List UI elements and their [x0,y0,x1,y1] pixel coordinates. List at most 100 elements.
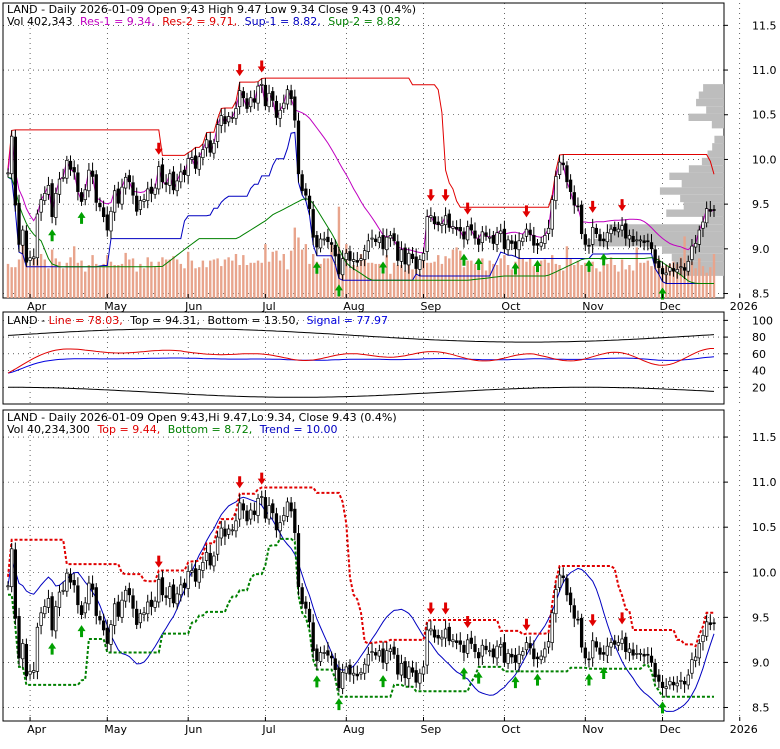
volume-bar [356,266,359,298]
channel-y-tick-label: 9.5 [752,611,770,624]
channel-candle-body [197,569,201,583]
volume-bar [565,246,569,298]
volume-bar [128,259,131,298]
osc-y-tick-label: 60 [752,348,766,361]
volume-bar [591,261,594,298]
channel-up-arrow [474,671,483,684]
osc-bottom-band [8,386,715,398]
volume-bar [484,270,488,298]
channel-candle-body [708,622,712,625]
price-candle-body [649,242,654,250]
channel-down-arrow [463,616,472,629]
channel-candle-body [528,643,532,649]
volume-bar [282,254,285,298]
channel-candle-body [76,585,80,606]
channel-up-arrow [379,675,388,688]
price-candle-body [43,193,47,201]
channel-candle-body [418,672,422,684]
channel-candle-body [322,652,326,654]
price-candle-body [348,251,352,261]
volume-bar [418,273,422,298]
volume-bar [72,246,76,298]
price-candle-body [175,180,179,192]
volume-bar [352,265,355,298]
price-candle-body [646,240,650,243]
channel-candle-body [300,587,304,605]
price-candle-body [300,174,304,192]
volume-bar [194,268,197,298]
price-up-arrow [584,259,593,272]
volume-bar [117,265,120,298]
volume-bar [135,271,138,298]
channel-candle-body [491,648,496,658]
price-candle-body [543,235,547,244]
price-candle-body [602,238,606,242]
volume-bar [161,257,164,298]
channel-up-arrow [334,698,343,711]
volume-bar [462,267,466,298]
price-candle-body [609,228,613,234]
price-candle-body [690,245,694,260]
price-candle-body [146,188,150,201]
volume-bar [631,270,635,298]
volume-bar [551,255,554,298]
volume-profile-bin [707,150,724,158]
channel-candle-body [432,629,437,638]
channel-x-tick-label: Dec [660,723,681,736]
volume-bar [120,263,124,298]
channel-candle-body [215,536,220,555]
channel-candle-body [502,642,507,663]
osc-signal-line [7,356,715,374]
channel-candle-body [701,635,705,643]
price-candle-body [230,117,234,119]
channel-candle-body [613,640,617,645]
volume-bar [87,265,91,298]
price-candle-body [440,223,444,226]
price-candle-body [197,156,201,170]
volume-bar [330,243,333,298]
channel-candle-body [657,674,661,682]
price-candle-body [381,235,385,250]
channel-candle-body [304,601,308,609]
channel-candle-body [546,641,551,648]
channel-candle-body [668,680,672,686]
price-candle-body [333,244,337,257]
price-candle-body [135,195,139,212]
channel-candle-body [403,661,407,679]
price-candle-body [443,215,448,226]
volume-bar [271,251,274,298]
channel-candle-body [10,548,14,588]
volume-bar [297,237,300,298]
volume-bar [624,269,627,298]
price-candle-body [6,172,10,175]
volume-bar [573,265,576,298]
price-candle-body [517,240,521,251]
osc-main-line [7,348,714,374]
price-x-tick-label: May [104,300,127,313]
price-candle-body [631,235,635,243]
price-candle-body [414,256,418,269]
price-candle-body [32,256,36,260]
price-candle-body [565,165,569,183]
channel-up-arrow [459,667,468,680]
channel-candle-body [646,653,650,656]
price-candle-body [546,227,551,234]
channel-candle-body [142,612,146,615]
channel-up-arrow [658,701,667,714]
support-1-line [7,131,714,284]
volume-profile-bin [688,113,724,121]
channel-candle-body [660,681,665,688]
price-x-tick-label: Aug [343,300,364,313]
price-candle-body [201,149,205,159]
price-candle-body [671,268,676,272]
price-candle-body [653,249,657,264]
price-candle-body [642,240,646,243]
channel-candle-body [109,624,113,645]
price-candle-body [701,221,705,229]
volume-bar [506,265,510,298]
price-candle-body [83,189,87,201]
volume-bar [76,262,80,298]
channel-candle-body [223,528,227,537]
price-candle-body [208,140,212,153]
channel-candle-body [462,644,466,653]
